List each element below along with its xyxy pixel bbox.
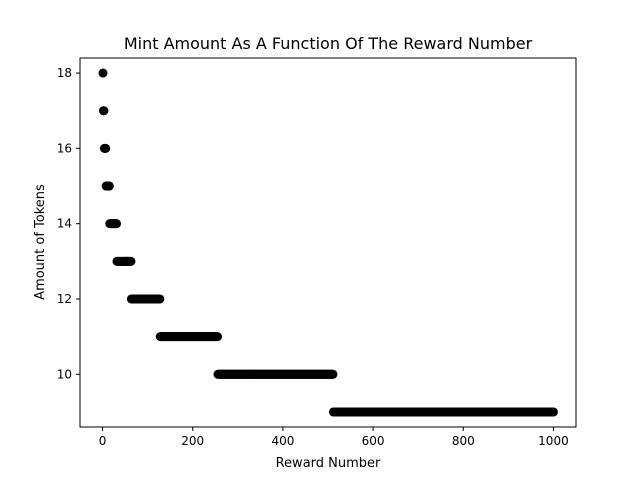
y-tick-label: 18 (57, 66, 72, 80)
y-tick-label: 10 (57, 367, 72, 381)
data-point (98, 68, 108, 78)
data-point (99, 106, 109, 116)
data-point (104, 181, 114, 191)
x-tick-label: 0 (99, 434, 107, 448)
x-tick-label: 400 (271, 434, 294, 448)
x-axis-ticks: 0 200 400 600 800 1000 (99, 427, 569, 448)
data-point (101, 143, 111, 153)
x-axis-label: Reward Number (276, 456, 381, 471)
y-tick-label: 14 (57, 217, 72, 231)
data-point (328, 369, 338, 379)
x-tick-label: 800 (452, 434, 475, 448)
data-points (98, 68, 558, 417)
chart-title: Mint Amount As A Function Of The Reward … (124, 34, 533, 53)
data-point (548, 407, 558, 417)
data-point (213, 332, 223, 342)
y-axis-label: Amount of Tokens (33, 184, 48, 300)
x-tick-label: 200 (181, 434, 204, 448)
plot-frame (79, 57, 577, 428)
y-axis-ticks: 10 12 14 16 18 (57, 66, 80, 381)
data-point (155, 294, 165, 304)
data-point (112, 219, 122, 229)
x-tick-label: 600 (362, 434, 385, 448)
y-tick-label: 12 (57, 292, 72, 306)
x-tick-label: 1000 (538, 434, 569, 448)
data-point (126, 256, 136, 266)
y-tick-label: 16 (57, 141, 72, 155)
